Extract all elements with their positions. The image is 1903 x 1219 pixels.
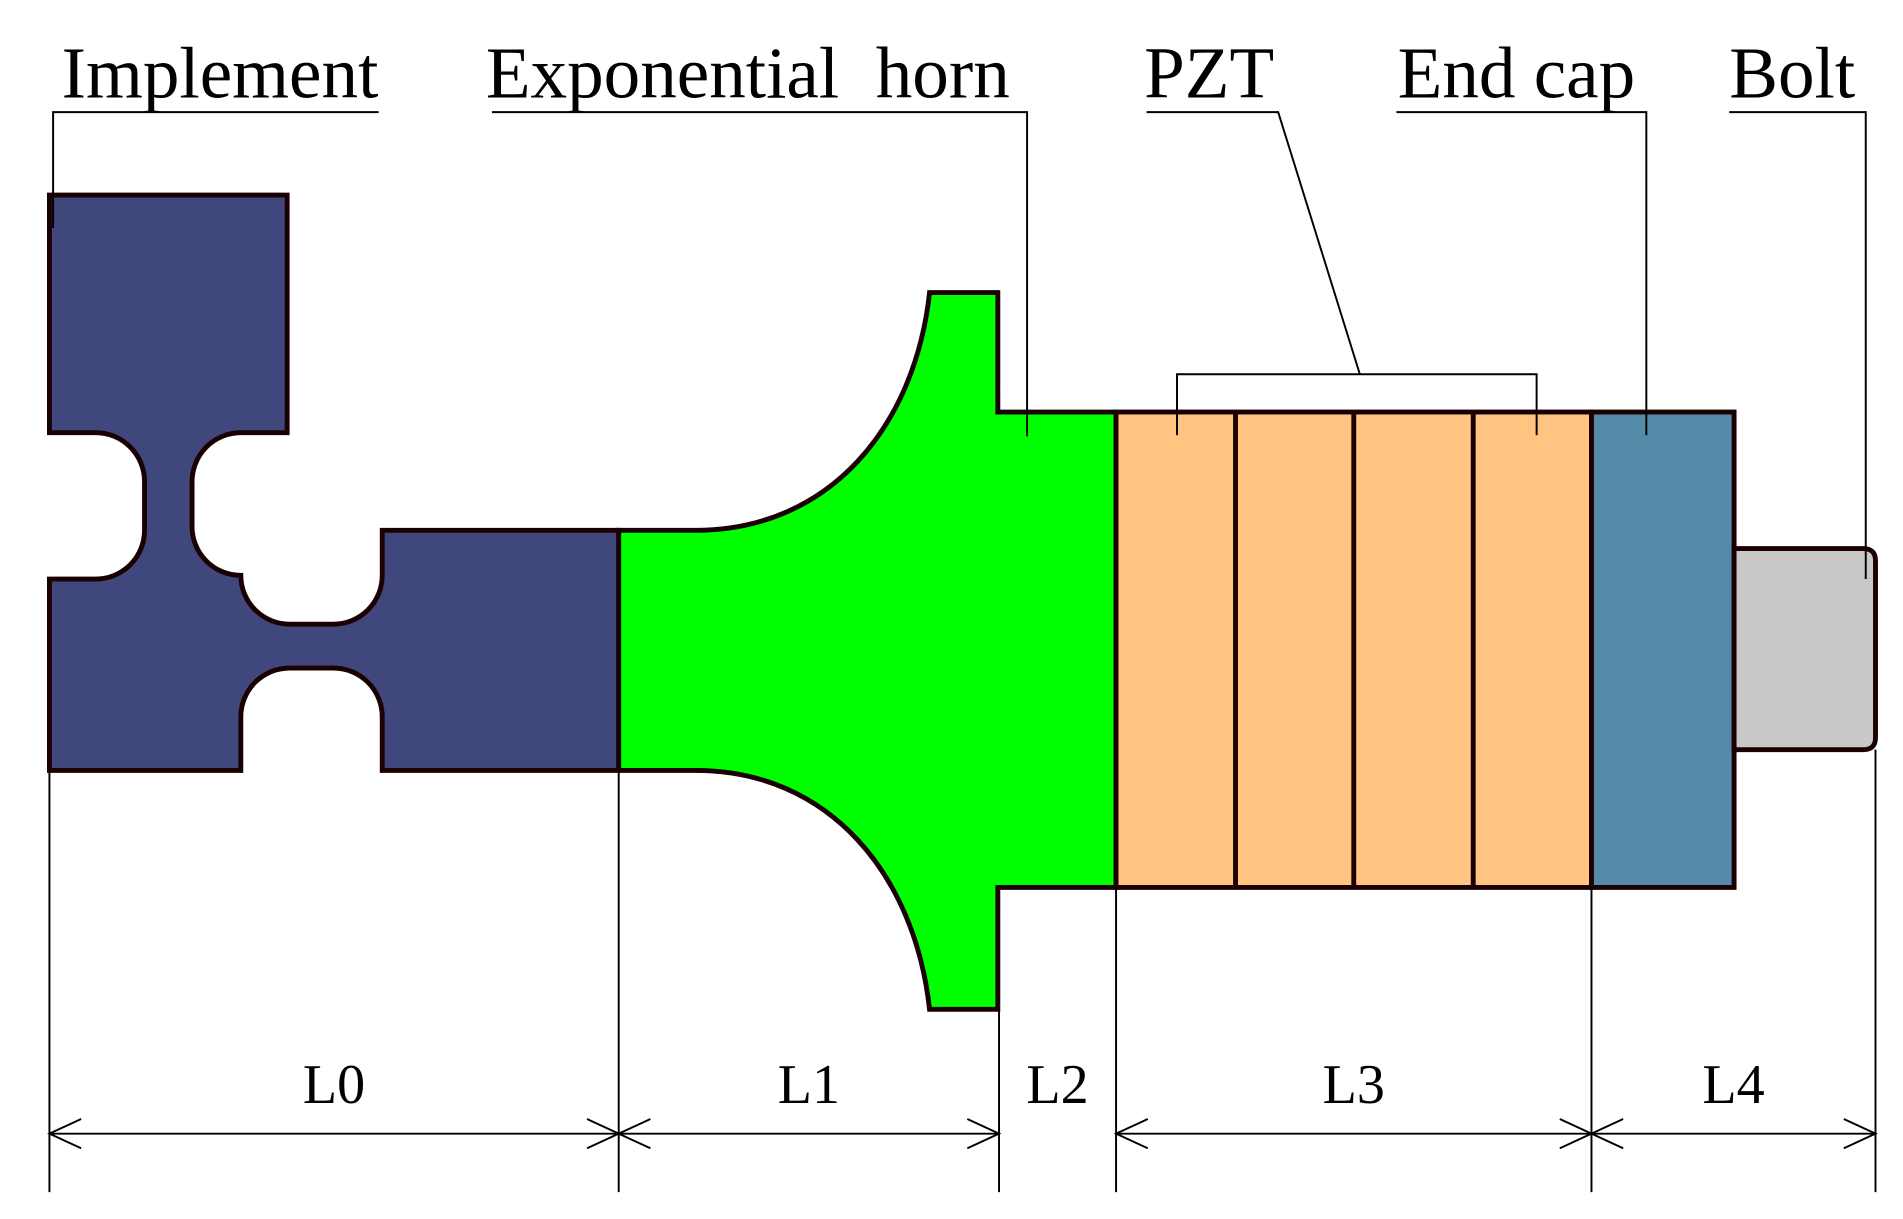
- component-label: Exponential horn: [486, 33, 1010, 114]
- implement-shape: [47, 192, 622, 773]
- component-label: Bolt: [1729, 33, 1855, 114]
- component-label: End cap: [1398, 33, 1636, 114]
- component-label: Implement: [62, 33, 379, 114]
- extension-lines: [48, 749, 1877, 1193]
- dimension-label: L2: [1026, 1054, 1088, 1116]
- leader: [1396, 111, 1648, 436]
- dimension-label: L4: [1702, 1054, 1764, 1116]
- leader: [491, 111, 1029, 437]
- arrowhead: [47, 1118, 82, 1150]
- dimension-label: L1: [778, 1054, 840, 1116]
- arrowhead: [1589, 1118, 1624, 1150]
- arrowhead: [616, 1118, 651, 1150]
- arrowhead: [1843, 1118, 1878, 1150]
- leaders: [52, 111, 1867, 580]
- leader: [52, 111, 379, 228]
- arrowhead: [1113, 1118, 1149, 1150]
- leader: [1176, 373, 1538, 436]
- horn-shape: [616, 290, 1119, 1012]
- end-cap-shape: [1589, 409, 1737, 890]
- bolt-shape: [1731, 546, 1878, 753]
- component-label: PZT: [1144, 33, 1274, 114]
- arrowhead: [966, 1118, 1002, 1150]
- dimension-label: L0: [303, 1054, 365, 1116]
- dimension-label: L3: [1323, 1054, 1385, 1116]
- leader: [1729, 111, 1867, 580]
- leader: [1146, 111, 1361, 375]
